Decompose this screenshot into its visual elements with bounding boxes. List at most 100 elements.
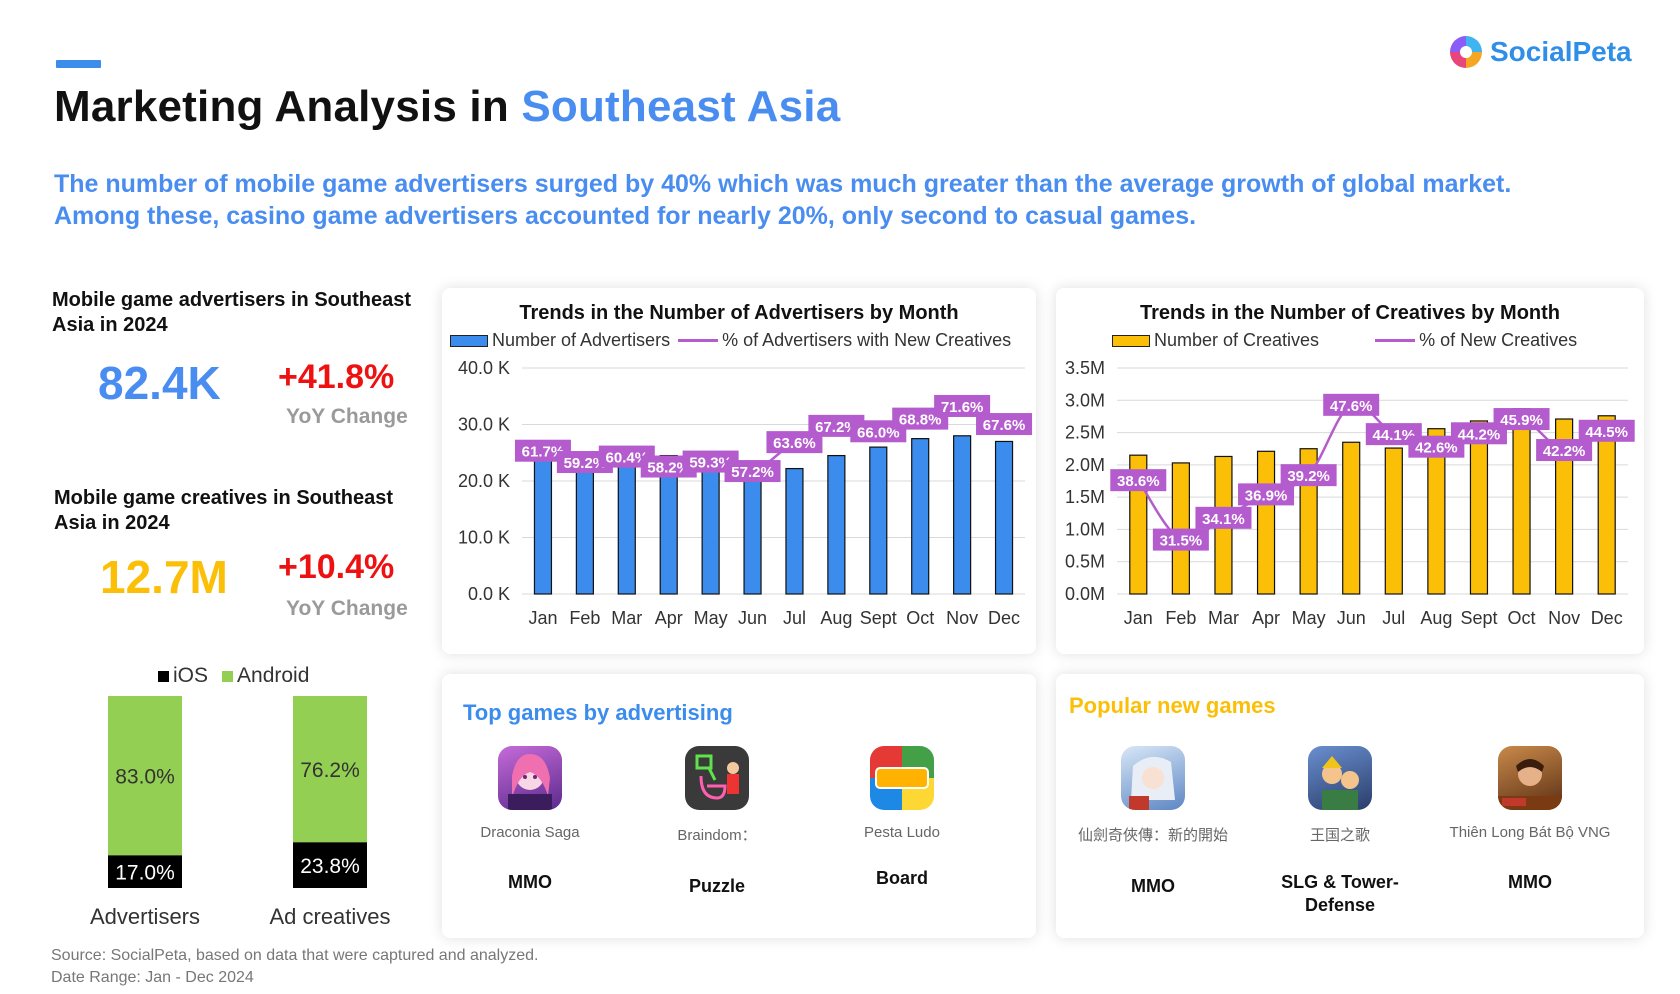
x-tick-label: Dec	[988, 608, 1020, 628]
anime-girl-icon	[498, 746, 562, 810]
data-label: 66.0%	[857, 424, 900, 441]
subtitle: The number of mobile game advertisers su…	[54, 168, 1634, 232]
legend-android-swatch	[222, 670, 234, 682]
kpi-advertisers-yoy-label: YoY Change	[286, 405, 408, 428]
bar	[617, 457, 636, 595]
game-name: Pesta Ludo	[864, 824, 940, 841]
y-tick-label: 0.0M	[1065, 584, 1105, 604]
android-label: 76.2%	[300, 759, 360, 782]
ludo-board-icon	[870, 746, 934, 810]
new-game-3[interactable]: Thiên Long Bát Bộ VNG MMO	[1440, 746, 1620, 894]
bar	[1256, 450, 1276, 595]
top-game-3[interactable]: Pesta Ludo Board	[812, 746, 992, 890]
new-games-title: Popular new games	[1069, 693, 1276, 718]
game-genre: MMO	[1131, 876, 1175, 896]
puzzle-icon	[685, 746, 749, 810]
y-tick-label: 1.5M	[1065, 487, 1105, 507]
game-genre: MMO	[1508, 872, 1552, 892]
game-genre: Puzzle	[688, 876, 745, 896]
data-label-box	[1152, 528, 1209, 551]
game-genre-line-2: Defense	[1304, 895, 1376, 915]
x-tick-label: May	[1292, 608, 1326, 628]
x-tick-label: Apr	[1252, 608, 1280, 628]
category-label: Advertisers	[90, 904, 200, 929]
android-bar	[293, 696, 367, 843]
data-label-box	[1578, 419, 1635, 442]
data-label-box	[1536, 439, 1593, 462]
data-label: 44.5%	[1585, 424, 1628, 441]
data-label: 42.2%	[1543, 443, 1586, 460]
kingdom-icon	[1308, 746, 1372, 810]
game-genre-line-1: SLG & Tower-	[1281, 872, 1399, 892]
new-game-1[interactable]: 仙劍奇俠傳：新的開始 MMO	[1063, 746, 1243, 898]
top-game-1[interactable]: Draconia Saga MMO	[440, 746, 620, 894]
kpi-creatives-change: +10.4%	[278, 548, 395, 586]
x-tick-label: Aug	[820, 608, 852, 628]
accent-bar	[56, 60, 101, 68]
bar	[1512, 408, 1531, 595]
top-game-2[interactable]: Braindom： Puzzle	[627, 746, 807, 898]
android-bar	[108, 696, 182, 856]
ios-label: 23.8%	[300, 855, 360, 878]
x-tick-label: Sept	[1460, 608, 1497, 628]
footer-date-range: Date Range: Jan - Dec 2024	[51, 969, 254, 986]
legend-android-label: Android	[237, 664, 310, 687]
category-label: Ad creatives	[269, 904, 390, 929]
y-tick-label: 40.0 K	[458, 358, 510, 378]
y-tick-label: 2.5M	[1065, 423, 1105, 443]
bar	[1597, 415, 1616, 595]
new-game-2[interactable]: 王国之歌 SLG & Tower- Defense	[1250, 746, 1430, 917]
data-label-box	[1493, 408, 1550, 431]
advertisers-chart-title: Trends in the Number of Advertisers by M…	[519, 302, 959, 324]
footer-source: Source: SocialPeta, based on data that w…	[51, 947, 539, 964]
data-label: 58.2%	[647, 460, 690, 477]
legend-ios-label: iOS	[173, 664, 209, 687]
top-games-title: Top games by advertising	[463, 700, 733, 725]
data-label: 31.5%	[1160, 533, 1203, 550]
legend-line-swatch	[1375, 339, 1416, 342]
platform-share-chart: 83.0% 17.0% Advertisers 76.2% 23.8% Ad creati…	[90, 696, 391, 929]
data-label: 47.6%	[1330, 398, 1373, 415]
bar	[911, 438, 930, 595]
android-label: 83.0%	[115, 766, 175, 789]
data-label-box	[1450, 422, 1507, 445]
kpi-creatives-value: 12.7M	[100, 551, 228, 603]
data-label: 59.3%	[689, 455, 732, 472]
x-tick-label: Aug	[1420, 608, 1452, 628]
logo: SocialPeta	[1448, 32, 1632, 72]
data-label: 61.7%	[522, 444, 565, 461]
kpi-advertisers-change: +41.8%	[278, 358, 395, 396]
data-label: 57.2%	[731, 464, 774, 481]
legend-ios-swatch	[158, 670, 169, 682]
bar	[1342, 441, 1361, 595]
data-label: 63.6%	[773, 435, 816, 452]
bar	[994, 440, 1014, 595]
legend-bar-swatch	[1112, 334, 1150, 347]
advertisers-chart-legend: Number of Advertisers % of Advertisers w…	[450, 330, 1011, 351]
title-prefix: Marketing Analysis in	[54, 82, 522, 131]
y-tick-label: 20.0 K	[458, 471, 510, 491]
y-tick-label: 3.0M	[1065, 390, 1105, 410]
data-label: 38.6%	[1117, 473, 1160, 490]
kpi-advertisers-label: Mobile game advertisers in Southeast Asi…	[52, 289, 411, 336]
data-label-box	[1238, 483, 1295, 506]
x-tick-label: Oct	[1508, 608, 1536, 628]
x-tick-label: Jan	[1124, 608, 1153, 628]
legend-bar-label: Number of Advertisers	[492, 330, 671, 350]
data-label-box	[934, 394, 991, 417]
bar	[1171, 462, 1190, 595]
creatives-chart-title: Trends in the Number of Creatives by Mon…	[1139, 302, 1561, 324]
x-tick-label: Oct	[906, 608, 934, 628]
bar	[827, 454, 846, 595]
game-name: Thiên Long Bát Bộ VNG	[1449, 824, 1611, 841]
subtitle-line-2: Among these, casino game advertisers acc…	[54, 202, 1197, 230]
x-tick-label: Mar	[1208, 608, 1239, 628]
x-tick-label: Feb	[1165, 608, 1196, 628]
bar	[533, 457, 553, 595]
platform-legend: iOS Android	[158, 664, 309, 688]
warrior-icon	[1498, 746, 1562, 810]
page-title: Marketing Analysis in Southeast Asia	[54, 82, 840, 132]
y-tick-label: 0.0 K	[468, 584, 510, 604]
x-tick-label: Apr	[655, 608, 683, 628]
swordsman-icon	[1121, 746, 1185, 810]
